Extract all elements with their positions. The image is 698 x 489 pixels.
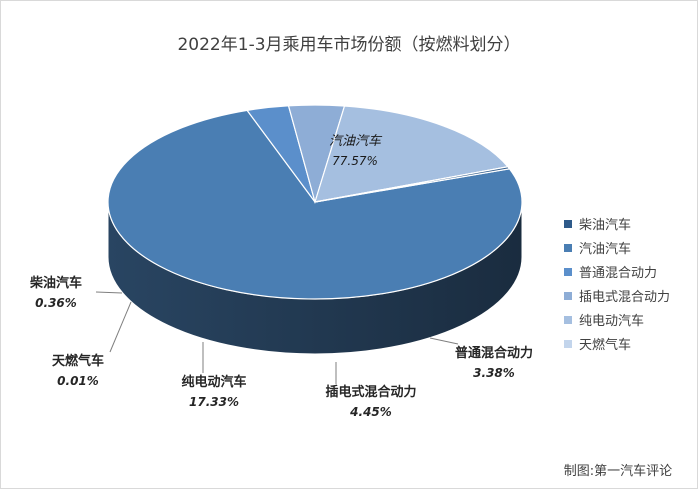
legend-swatch-5 [564,340,572,348]
data-label-value-1: 3.38% [473,366,515,380]
legend-swatch-4 [564,316,572,324]
legend-swatch-2 [564,268,572,276]
data-label-value-0: 77.57% [332,154,378,168]
data-label-value-3: 17.33% [189,395,239,409]
data-labels: 汽油汽车 77.57% 普通混合动力 3.38% 插电式混合动力 4.45% 纯电动汽车 17… [29,134,533,419]
pie-slice-0 [107,109,523,300]
data-label-value-5: 0.36% [35,296,77,310]
leader-line-1 [429,337,459,345]
data-label-name-0: 汽油汽车 [329,134,383,149]
credit-text: 制图:第一汽车评论 [564,463,672,479]
legend-label-3: 插电式混合动力 [579,290,670,305]
data-label-name-3: 纯电动汽车 [181,374,246,390]
legend-swatch-3 [564,292,572,300]
data-label-value-2: 4.45% [349,405,392,419]
legend-swatch-0 [564,220,572,228]
legend-swatch-1 [564,244,572,252]
legend-label-5: 天燃气车 [579,337,631,353]
data-label-name-4: 天燃气车 [52,353,104,369]
pie-slice-3 [314,105,509,203]
legend-label-4: 纯电动汽车 [579,313,644,329]
legend-label-1: 汽油汽车 [579,241,631,257]
data-label-name-1: 普通混合动力 [455,345,533,361]
pie-slice-5 [314,166,511,203]
data-label-name-2: 插电式混合动力 [325,384,416,400]
legend-label-0: 柴油汽车 [579,217,631,233]
data-label-name-5: 柴油汽车 [29,275,82,291]
pie-group [107,104,523,355]
chart-title: 2022年1-3月乘用车市场份额（按燃料划分） [177,35,520,55]
legend-label-2: 普通混合动力 [579,266,657,281]
leader-line-5 [95,291,123,294]
data-label-value-4: 0.01% [57,374,99,388]
leader-line-4 [109,301,132,353]
